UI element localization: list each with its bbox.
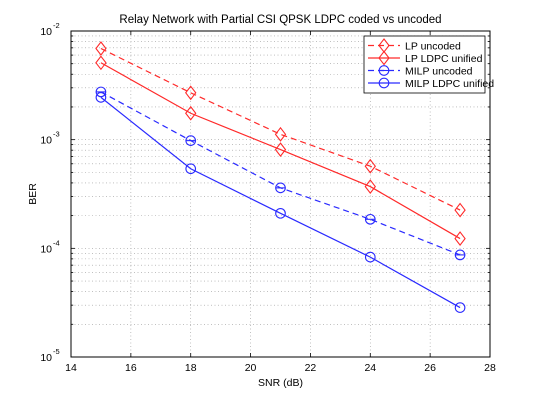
y-tick-exponent: -4: [53, 238, 60, 247]
series-3: [95, 86, 466, 261]
series-line: [100, 96, 461, 309]
circle-marker: [378, 77, 390, 89]
diamond-marker: [274, 126, 287, 142]
diamond-marker: [95, 41, 107, 56]
legend-label: MILP uncoded: [405, 65, 473, 77]
series-layer: [95, 41, 466, 313]
x-tick-label: 14: [65, 362, 77, 374]
y-tick-exponent: -2: [53, 21, 60, 30]
x-tick-label: 18: [185, 362, 197, 374]
series-1: [95, 41, 466, 218]
y-tick-exponent: -5: [53, 347, 60, 356]
diamond-marker: [185, 105, 197, 121]
circle-marker: [364, 251, 376, 263]
legend-label: MILP LDPC unified: [405, 78, 494, 90]
legend-item-2: LP LDPC unified: [368, 50, 483, 66]
circle-marker: [454, 302, 466, 313]
legend-item-4: MILP LDPC unified: [368, 77, 494, 90]
circle-marker: [185, 163, 197, 175]
chart-title: Relay Network with Partial CSI QPSK LDPC…: [119, 14, 441, 26]
y-tick-exponent: -3: [53, 130, 60, 139]
diamond-marker: [274, 142, 287, 158]
y-tick-label: 10: [40, 26, 52, 38]
legend-label: LP LDPC unified: [405, 53, 483, 65]
circle-marker: [275, 207, 286, 219]
series-2: [95, 55, 466, 246]
diamond-marker: [454, 231, 466, 246]
x-tick-label: 20: [245, 362, 257, 374]
x-tick-label: 16: [125, 362, 137, 374]
x-tick-label: 28: [484, 362, 496, 374]
plot-frame: [70, 30, 491, 358]
diamond-marker: [454, 202, 466, 218]
diamond-marker: [95, 55, 107, 71]
diamond-marker: [364, 158, 376, 174]
series-line: [100, 62, 461, 240]
legend-label: LP uncoded: [405, 40, 461, 52]
y-tick-label: 10: [40, 352, 52, 364]
series-4: [95, 92, 466, 313]
y-tick-label: 10: [40, 135, 52, 147]
x-axis-label: SNR (dB): [258, 377, 303, 389]
diamond-marker: [364, 179, 376, 194]
circle-marker: [95, 92, 107, 103]
x-tick-label: 24: [364, 362, 376, 374]
y-tick-label: 10: [40, 243, 52, 255]
x-tick-label: 26: [424, 362, 436, 374]
legend-item-3: MILP uncoded: [368, 65, 473, 77]
y-axis-label: BER: [27, 183, 39, 205]
diamond-marker: [378, 50, 390, 66]
x-tick-label: 22: [305, 362, 317, 374]
diamond-marker: [185, 85, 197, 101]
